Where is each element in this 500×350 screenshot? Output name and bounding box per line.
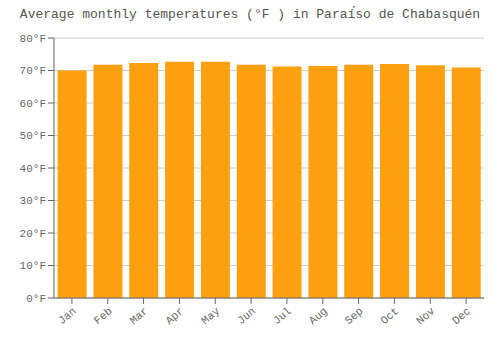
svg-text:40°F: 40°F	[20, 163, 46, 175]
svg-text:Feb: Feb	[92, 305, 115, 327]
svg-text:Apr: Apr	[163, 305, 186, 327]
svg-text:70°F: 70°F	[20, 65, 46, 77]
svg-text:60°F: 60°F	[20, 98, 46, 110]
svg-text:May: May	[199, 305, 222, 327]
svg-text:Sep: Sep	[343, 305, 366, 327]
svg-text:10°F: 10°F	[20, 260, 46, 272]
svg-text:Nov: Nov	[414, 305, 437, 327]
svg-text:0°F: 0°F	[26, 293, 46, 305]
svg-text:Mar: Mar	[128, 305, 151, 327]
svg-text:Jul: Jul	[271, 305, 294, 327]
svg-text:30°F: 30°F	[20, 195, 46, 207]
svg-text:Dec: Dec	[450, 305, 473, 327]
svg-text:80°F: 80°F	[20, 33, 46, 45]
html-text:Average monthly temperatures (: Average monthly temperatures (°F ) in Pa…	[19, 7, 481, 22]
svg-text:50°F: 50°F	[20, 130, 46, 142]
svg-text:20°F: 20°F	[20, 228, 46, 240]
svg-text:Aug: Aug	[307, 305, 330, 327]
svg-text:Oct: Oct	[378, 305, 401, 327]
svg-text:Jan: Jan	[56, 305, 79, 327]
svg-text:Jun: Jun	[235, 305, 258, 327]
